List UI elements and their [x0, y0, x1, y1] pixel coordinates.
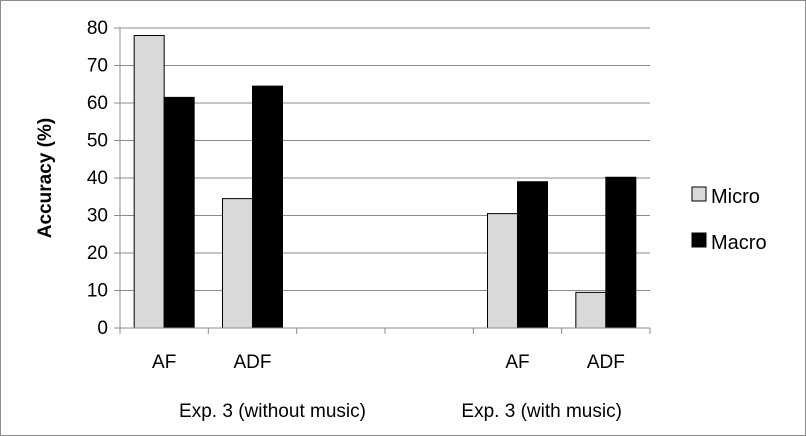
legend-swatch-macro: [691, 232, 707, 248]
y-tick-label: 40: [87, 168, 108, 189]
x-category-label: ADF: [587, 352, 625, 373]
bar-macro-af: [517, 181, 548, 329]
x-category-label: AF: [152, 352, 176, 373]
y-tick-label: 70: [87, 56, 108, 77]
y-tick-label: 20: [87, 243, 108, 264]
y-axis-label: Accuracy (%): [35, 118, 56, 238]
bars: [133, 35, 637, 329]
x-category-label: ADF: [234, 352, 272, 373]
legend: Micro Macro: [691, 186, 767, 254]
bar-micro-adf: [222, 198, 253, 329]
bar-macro-adf: [252, 85, 283, 329]
y-tick-label: 30: [87, 206, 108, 227]
bar-macro-af: [163, 96, 195, 329]
y-tick-label: 60: [87, 93, 108, 114]
x-category-label: AF: [505, 352, 529, 373]
bar-macro-adf: [605, 176, 637, 329]
y-tick-label: 80: [87, 18, 108, 39]
gridlines: [120, 27, 650, 291]
legend-label-micro: Micro: [711, 186, 760, 208]
y-tick-label: 10: [87, 281, 108, 302]
bar-micro-adf: [575, 291, 607, 329]
y-tick-label: 50: [87, 131, 108, 152]
labels: 0 10 20 30 40 50 60 70 80 AF ADF AF ADF Exp. 3 (witho…: [35, 18, 625, 422]
axes: [114, 27, 651, 334]
x-group-label: Exp. 3 (with music): [461, 401, 621, 422]
bar-micro-af: [487, 213, 518, 329]
legend-swatch-micro: [691, 186, 707, 202]
legend-label-macro: Macro: [711, 232, 767, 254]
x-group-label: Exp. 3 (without music): [179, 401, 366, 422]
y-tick-label: 0: [97, 318, 108, 339]
bar-micro-af: [133, 35, 165, 329]
